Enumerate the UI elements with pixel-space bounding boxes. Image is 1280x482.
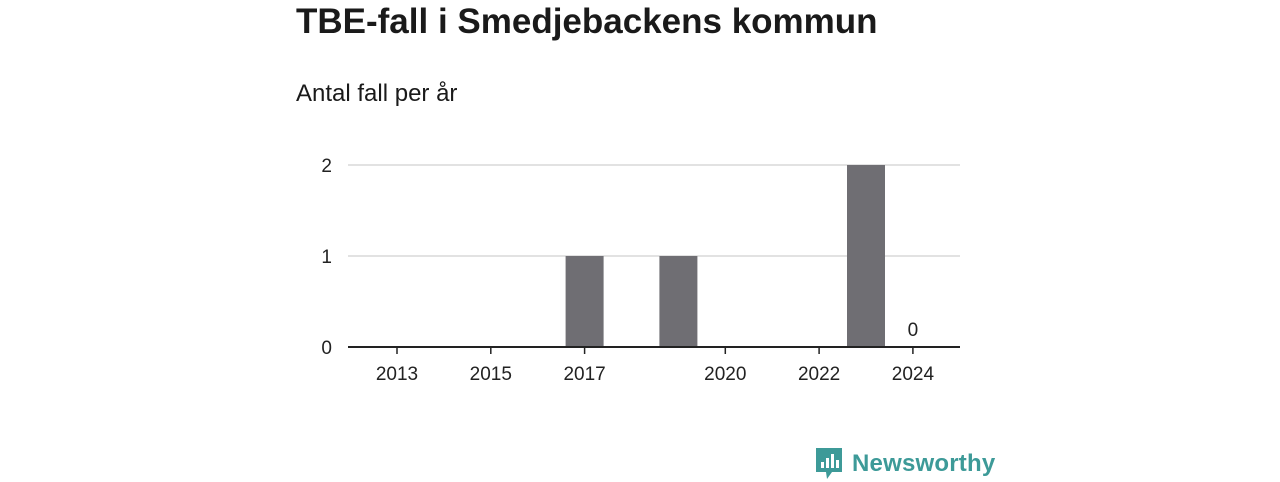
x-tick-label: 2022: [798, 364, 840, 385]
bar-2019: [659, 256, 698, 347]
brand-name: Newsworthy: [852, 450, 996, 477]
x-tick-label: 2020: [704, 364, 746, 385]
x-tick-label: 2015: [470, 364, 512, 385]
chart-title: TBE-fall i Smedjebackens kommun: [296, 2, 878, 41]
x-tick-label: 2017: [563, 364, 605, 385]
data-label: 0: [908, 320, 919, 341]
newsworthy-logo: Newsworthy: [814, 446, 995, 482]
y-tick-label: 1: [321, 247, 332, 268]
y-tick-label: 2: [321, 156, 332, 177]
bar-chart-icon: [816, 448, 842, 479]
bar-2017: [565, 256, 604, 347]
chart-subtitle: Antal fall per år: [296, 80, 458, 107]
x-tick-label: 2024: [892, 364, 935, 385]
y-tick-label: 0: [321, 338, 332, 359]
x-tick-label: 2013: [376, 364, 418, 385]
bar-2023: [847, 165, 885, 347]
